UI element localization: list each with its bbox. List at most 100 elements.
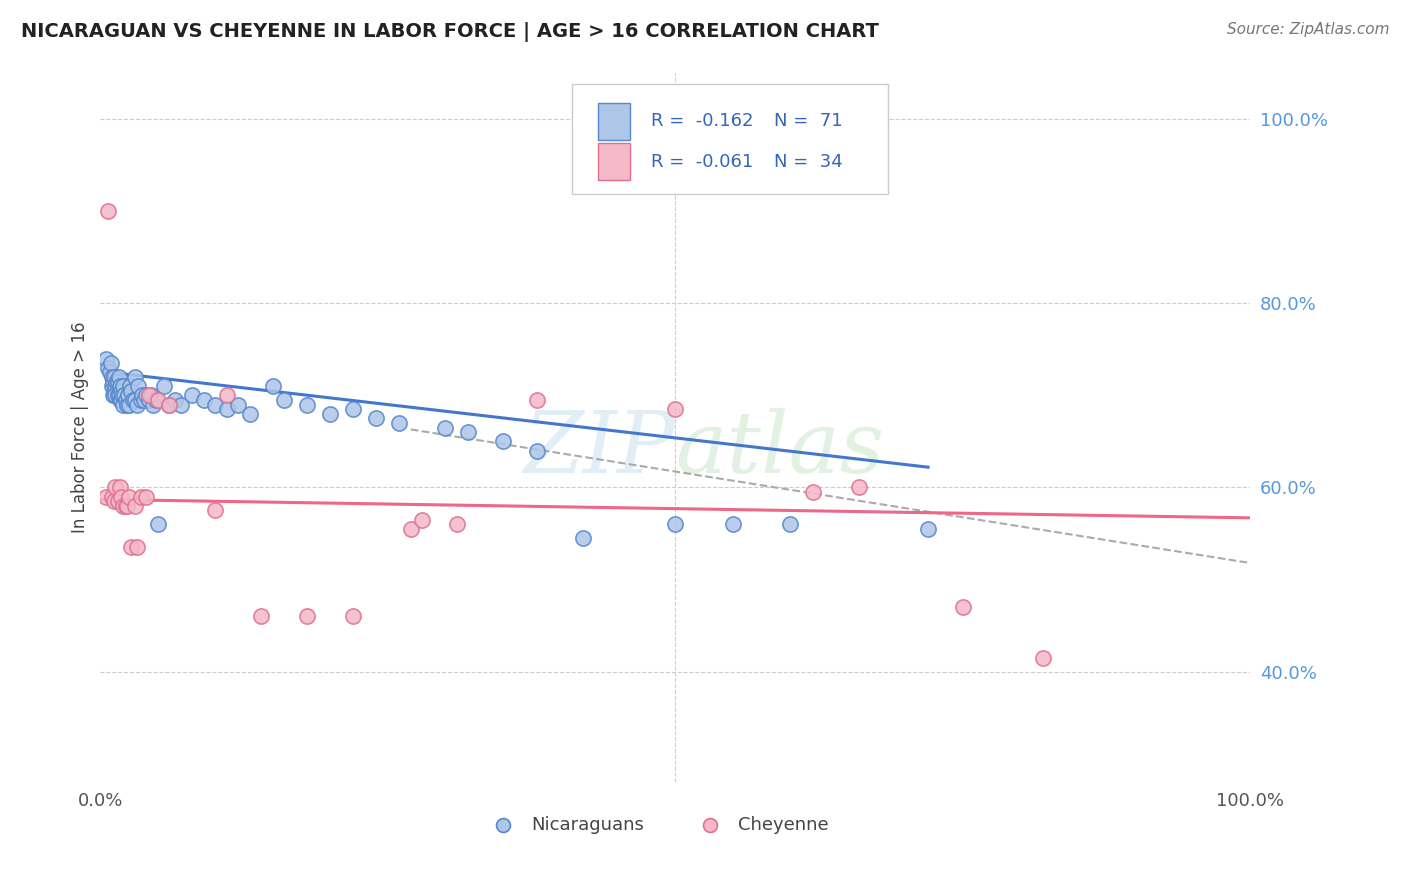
Point <box>342 402 364 417</box>
Point <box>98 365 121 379</box>
Point <box>297 398 319 412</box>
Point <box>124 499 146 513</box>
Point <box>801 485 824 500</box>
Point <box>226 398 249 412</box>
Point <box>319 407 342 421</box>
Point <box>127 541 149 555</box>
Text: N =  34: N = 34 <box>775 153 842 170</box>
Point <box>297 609 319 624</box>
Point <box>129 490 152 504</box>
Point <box>101 375 124 389</box>
Text: Cheyenne: Cheyenne <box>738 816 830 834</box>
Point <box>366 411 388 425</box>
Point <box>204 398 226 412</box>
Point <box>118 398 141 412</box>
Point <box>157 398 180 412</box>
Point <box>117 388 139 402</box>
Point <box>388 416 411 430</box>
Text: Nicaraguans: Nicaraguans <box>531 816 644 834</box>
Point <box>399 522 422 536</box>
Point <box>110 490 132 504</box>
Point <box>131 388 153 402</box>
Point <box>138 388 160 402</box>
Point <box>103 494 125 508</box>
Point <box>526 443 548 458</box>
Point <box>204 503 226 517</box>
Point <box>127 398 149 412</box>
Point <box>107 494 129 508</box>
Point <box>848 480 870 494</box>
Point <box>146 517 169 532</box>
Text: N =  71: N = 71 <box>775 112 842 130</box>
Point <box>114 388 136 402</box>
Point <box>107 388 129 402</box>
Point <box>181 388 204 402</box>
Point <box>118 490 141 504</box>
Point <box>97 204 120 219</box>
Point <box>1032 650 1054 665</box>
Point <box>572 531 595 545</box>
Point <box>132 392 155 407</box>
Point <box>94 490 117 504</box>
Point <box>120 541 142 555</box>
Point <box>157 398 180 412</box>
Point <box>239 407 262 421</box>
Text: ZIP: ZIP <box>523 408 675 491</box>
Point <box>434 420 457 434</box>
Point <box>108 480 131 494</box>
Point <box>100 356 122 370</box>
Point <box>115 499 138 513</box>
Point <box>262 379 284 393</box>
Point <box>721 517 744 532</box>
Point <box>664 517 686 532</box>
Y-axis label: In Labor Force | Age > 16: In Labor Force | Age > 16 <box>72 322 89 533</box>
Point <box>101 370 124 384</box>
Point <box>110 392 132 407</box>
Point <box>526 392 548 407</box>
Point <box>112 379 135 393</box>
Point <box>142 398 165 412</box>
Point <box>114 499 136 513</box>
Point <box>124 370 146 384</box>
Point <box>105 375 128 389</box>
Point <box>135 490 157 504</box>
Text: Source: ZipAtlas.com: Source: ZipAtlas.com <box>1226 22 1389 37</box>
Point <box>664 402 686 417</box>
Point <box>101 388 124 402</box>
Point <box>103 384 125 398</box>
Point <box>146 392 169 407</box>
Point <box>112 499 135 513</box>
Point <box>138 392 160 407</box>
FancyBboxPatch shape <box>572 84 887 194</box>
Point <box>135 388 157 402</box>
Point <box>215 402 238 417</box>
Point <box>446 517 468 532</box>
Point <box>108 392 131 407</box>
Point <box>120 384 142 398</box>
Point <box>121 392 143 407</box>
Point <box>411 513 433 527</box>
Point <box>917 522 939 536</box>
Point <box>250 609 273 624</box>
Point <box>101 379 124 393</box>
Text: R =  -0.162: R = -0.162 <box>651 112 754 130</box>
Point <box>97 360 120 375</box>
Point <box>104 379 127 393</box>
Point <box>107 375 129 389</box>
Point <box>108 379 131 393</box>
Point <box>152 379 174 393</box>
Point <box>165 392 187 407</box>
Point <box>170 398 193 412</box>
Point <box>779 517 801 532</box>
Point <box>104 480 127 494</box>
Point <box>107 370 129 384</box>
Point <box>457 425 479 440</box>
Point <box>112 398 135 412</box>
Point <box>111 388 134 402</box>
Point <box>104 388 127 402</box>
Point <box>492 434 515 449</box>
Point <box>107 388 129 402</box>
Point <box>114 392 136 407</box>
Point <box>115 398 138 412</box>
Point <box>139 388 162 402</box>
